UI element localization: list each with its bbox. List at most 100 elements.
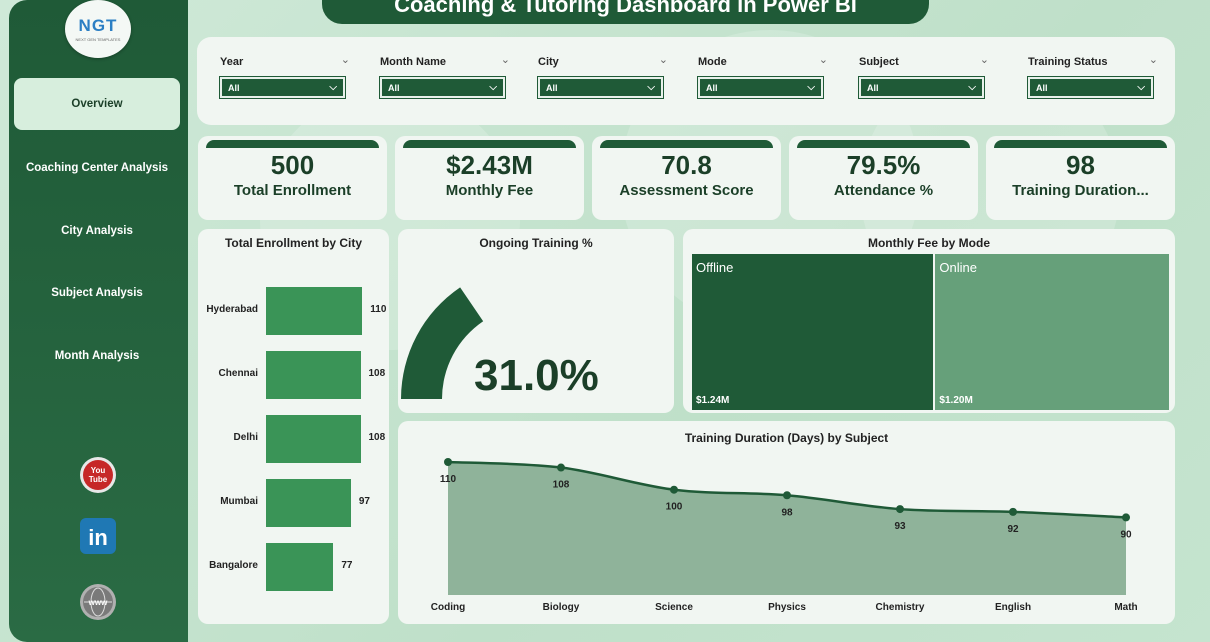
data-label: 98 xyxy=(781,507,793,518)
title-bar: Coaching & Tutoring Dashboard in Power B… xyxy=(322,0,929,24)
filter-bar: Year ⌄ All ⌵ Month Name ⌄ All ⌵ City ⌄ All… xyxy=(197,37,1175,125)
mode-dropdown[interactable]: All ⌵ xyxy=(697,76,824,99)
bar-category-label: Chennai xyxy=(218,368,258,379)
filter-city: City ⌄ All ⌵ xyxy=(537,37,668,125)
bar-data-label: 108 xyxy=(368,432,386,443)
kpi-value: $2.43M xyxy=(446,150,533,180)
x-tick-label: Physics xyxy=(768,602,806,613)
kpi-accent-bar xyxy=(206,140,379,148)
subject-dropdown[interactable]: All ⌵ xyxy=(858,76,985,99)
filter-value: All xyxy=(388,82,400,93)
kpi-label: Monthly Fee xyxy=(445,182,534,199)
chevron-down-icon[interactable]: ⌄ xyxy=(1148,54,1158,66)
kpi-accent-bar xyxy=(994,140,1167,148)
city-dropdown[interactable]: All ⌵ xyxy=(537,76,664,99)
chevron-down-icon: ⌵ xyxy=(1137,82,1145,93)
kpi-assessment-score: 70.8 Assessment Score xyxy=(592,136,781,220)
filter-label: Training Status xyxy=(1028,56,1108,68)
filter-label: Mode xyxy=(698,56,727,68)
data-label: 90 xyxy=(1120,529,1132,540)
year-dropdown[interactable]: All ⌵ xyxy=(219,76,346,99)
filter-label: Month Name xyxy=(380,56,446,68)
chevron-down-icon: ⌵ xyxy=(968,82,976,93)
bar[interactable] xyxy=(266,415,361,463)
bar[interactable] xyxy=(266,479,351,527)
kpi-accent-bar xyxy=(797,140,970,148)
logo-subtext: NEXT GEN TEMPLATES xyxy=(75,37,121,42)
data-point[interactable] xyxy=(557,463,565,472)
data-point[interactable] xyxy=(1009,507,1017,516)
data-point[interactable] xyxy=(783,491,791,500)
bar-category-label: Hyderabad xyxy=(206,304,258,315)
bar[interactable] xyxy=(266,351,361,399)
kpi-value: 500 xyxy=(270,150,315,180)
nav-item-month-analysis[interactable]: Month Analysis xyxy=(54,350,140,362)
filter-training-status: Training Status ⌄ All ⌵ xyxy=(1027,37,1158,125)
treemap-tile-offline[interactable]: Offline $1.24M xyxy=(692,254,934,410)
chevron-down-icon: ⌵ xyxy=(489,82,497,93)
x-tick-label: Coding xyxy=(431,602,465,613)
logo-text: NGT xyxy=(78,16,118,35)
x-tick-label: Biology xyxy=(543,602,580,613)
treemap-tile-online[interactable]: Online $1.20M xyxy=(935,254,1169,410)
month-name-dropdown[interactable]: All ⌵ xyxy=(379,76,506,99)
kpi-label: Training Duration... xyxy=(1012,182,1149,199)
enrollment-by-city-chart: Total Enrollment by City Hyderabad 110 Che… xyxy=(198,229,389,624)
chart-title: Monthly Fee by Mode xyxy=(867,236,990,250)
linkedin-icon[interactable]: in xyxy=(79,517,117,555)
bar-category-label: Mumbai xyxy=(220,496,258,507)
treemap-tile-label: Offline xyxy=(696,260,734,275)
data-point[interactable] xyxy=(1122,513,1130,522)
kpi-attendance: 79.5% Attendance % xyxy=(789,136,978,220)
kpi-accent-bar xyxy=(600,140,773,148)
kpi-value: 70.8 xyxy=(661,150,712,180)
filter-value: All xyxy=(867,82,879,93)
chevron-down-icon[interactable]: ⌄ xyxy=(340,54,350,66)
kpi-label: Total Enrollment xyxy=(233,182,352,199)
data-label: 110 xyxy=(440,474,457,485)
nav-item-coaching-center-analysis[interactable]: Coaching Center Analysis xyxy=(25,162,169,174)
chevron-down-icon: ⌵ xyxy=(329,82,337,93)
bar[interactable] xyxy=(266,287,363,335)
bar[interactable] xyxy=(266,543,334,591)
filter-subject: Subject ⌄ All ⌵ xyxy=(858,37,989,125)
gauge-value: 31.0% xyxy=(474,351,599,400)
data-point[interactable] xyxy=(670,485,678,494)
bar-category-label: Bangalore xyxy=(209,560,258,571)
data-label: 100 xyxy=(666,502,683,513)
data-point[interactable] xyxy=(444,458,452,466)
treemap-tile-label: Online xyxy=(939,260,977,275)
filter-label: City xyxy=(538,56,559,68)
nav-item-city-analysis[interactable]: City Analysis xyxy=(61,225,133,237)
chevron-down-icon[interactable]: ⌄ xyxy=(500,54,510,66)
filter-value: All xyxy=(546,82,558,93)
kpi-monthly-fee: $2.43M Monthly Fee xyxy=(395,136,584,220)
page-title: Coaching & Tutoring Dashboard in Power B… xyxy=(394,0,857,17)
chevron-down-icon[interactable]: ⌄ xyxy=(658,54,668,66)
bar-data-label: 97 xyxy=(358,496,370,507)
gauge-svg xyxy=(401,287,484,399)
bar-data-label: 110 xyxy=(370,304,387,315)
treemap-tile-value: $1.24M xyxy=(696,395,730,406)
monthly-fee-by-mode-treemap: Monthly Fee by Mode Offline $1.24M Online $… xyxy=(683,229,1175,413)
kpi-value: 79.5% xyxy=(846,150,921,180)
area-chart-svg: 110 Coding 108 Biology 100 Science 98 Physics 93… xyxy=(431,458,1138,613)
svg-text:Tube: Tube xyxy=(89,475,108,484)
chevron-down-icon[interactable]: ⌄ xyxy=(979,54,989,66)
filter-label: Subject xyxy=(859,56,899,68)
nav-item-subject-analysis[interactable]: Subject Analysis xyxy=(51,287,143,299)
filter-label: Year xyxy=(220,56,244,68)
website-icon[interactable]: www xyxy=(79,583,117,621)
filter-value: All xyxy=(1036,82,1048,93)
youtube-icon[interactable]: You Tube xyxy=(79,456,117,494)
data-point[interactable] xyxy=(896,505,904,514)
training-duration-by-subject-chart: Training Duration (Days) by Subject 110 C… xyxy=(398,421,1175,624)
training-status-dropdown[interactable]: All ⌵ xyxy=(1027,76,1154,99)
filter-value: All xyxy=(228,82,240,93)
ngt-logo: NGT NEXT GEN TEMPLATES xyxy=(65,0,131,58)
svg-text:www: www xyxy=(88,598,108,607)
nav-item-overview[interactable]: Overview xyxy=(14,78,180,130)
x-tick-label: Chemistry xyxy=(876,602,925,613)
chevron-down-icon[interactable]: ⌄ xyxy=(818,54,828,66)
kpi-total-enrollment: 500 Total Enrollment xyxy=(198,136,387,220)
